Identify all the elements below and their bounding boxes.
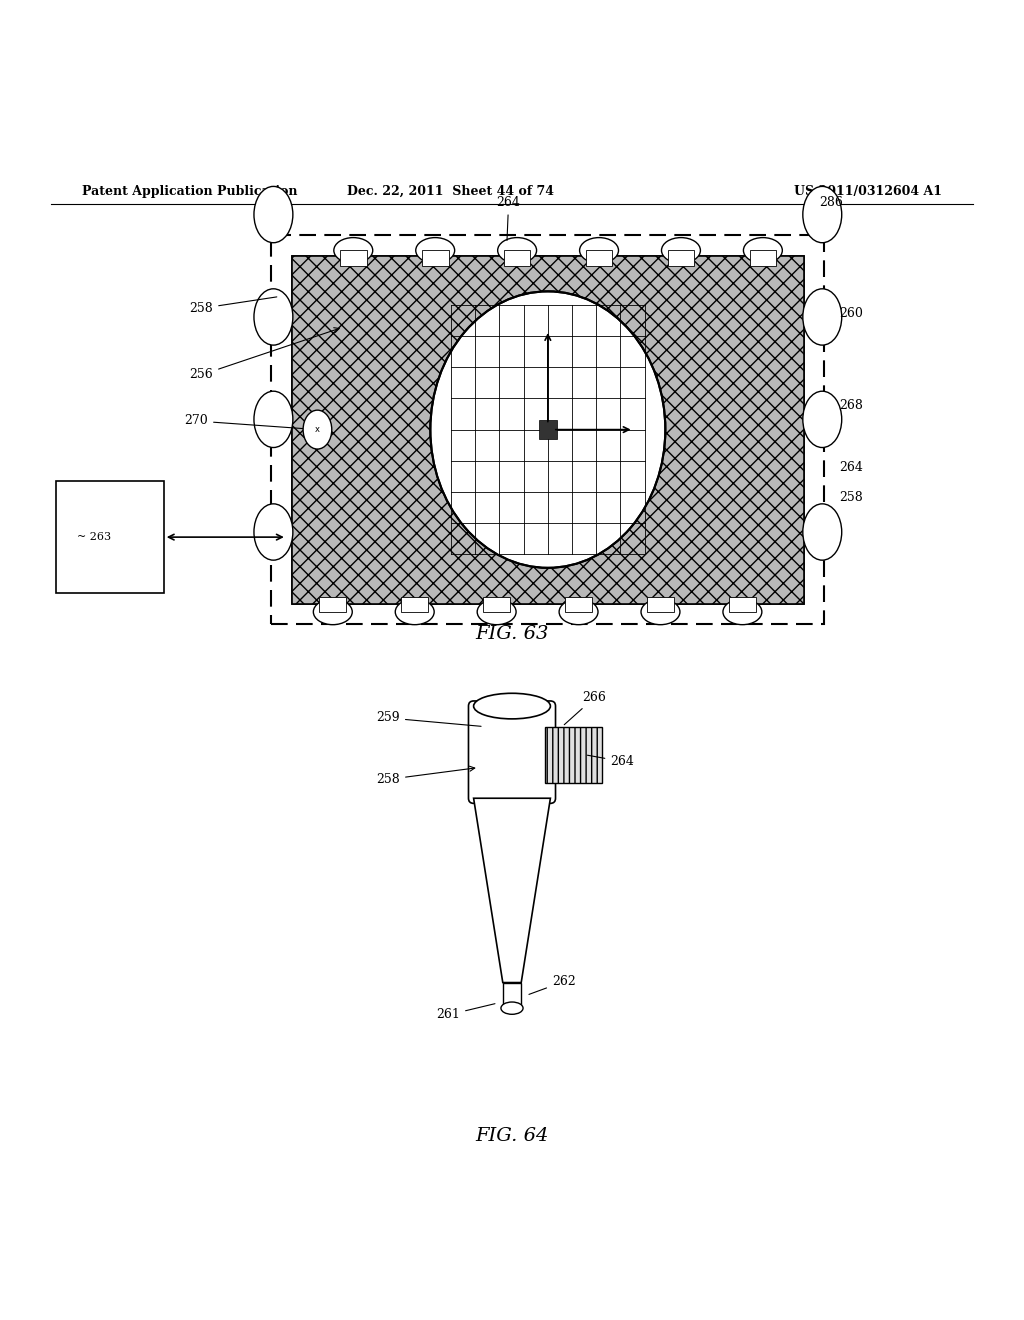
Text: 270: 270 — [184, 414, 314, 429]
Ellipse shape — [662, 238, 700, 263]
Text: 286: 286 — [819, 197, 843, 210]
Text: 264: 264 — [497, 197, 520, 240]
Text: 264: 264 — [588, 755, 634, 768]
Ellipse shape — [254, 289, 293, 345]
Bar — [292, 256, 804, 603]
Text: 258: 258 — [840, 491, 863, 504]
Bar — [545, 726, 602, 783]
Text: 264: 264 — [840, 461, 863, 474]
Text: Dec. 22, 2011  Sheet 44 of 74: Dec. 22, 2011 Sheet 44 of 74 — [347, 185, 554, 198]
Ellipse shape — [723, 599, 762, 624]
Ellipse shape — [254, 391, 293, 447]
Bar — [483, 597, 510, 612]
Bar — [586, 251, 612, 265]
Ellipse shape — [803, 186, 842, 243]
FancyBboxPatch shape — [469, 701, 555, 804]
Bar — [319, 597, 346, 612]
Ellipse shape — [803, 289, 842, 345]
Bar — [668, 251, 694, 265]
Bar — [504, 251, 530, 265]
Ellipse shape — [303, 411, 332, 449]
Ellipse shape — [473, 693, 551, 719]
Text: 266: 266 — [564, 690, 606, 725]
Bar — [503, 982, 521, 1008]
Bar — [422, 251, 449, 265]
Ellipse shape — [559, 599, 598, 624]
Bar — [401, 597, 428, 612]
Text: 261: 261 — [436, 1003, 495, 1022]
Text: x: x — [315, 425, 319, 434]
Ellipse shape — [313, 599, 352, 624]
Polygon shape — [473, 799, 551, 982]
Ellipse shape — [803, 391, 842, 447]
Bar — [539, 420, 557, 438]
Text: 258: 258 — [189, 297, 276, 315]
Ellipse shape — [416, 238, 455, 263]
Ellipse shape — [430, 292, 666, 568]
Ellipse shape — [580, 238, 618, 263]
Ellipse shape — [743, 238, 782, 263]
Ellipse shape — [498, 238, 537, 263]
Ellipse shape — [501, 1002, 523, 1014]
Bar — [729, 597, 756, 612]
Text: 258: 258 — [377, 766, 475, 785]
Text: 260: 260 — [840, 308, 863, 319]
Text: FIG. 64: FIG. 64 — [475, 1127, 549, 1146]
Text: Patent Application Publication: Patent Application Publication — [82, 185, 297, 198]
Bar — [565, 597, 592, 612]
Bar — [750, 251, 776, 265]
Bar — [56, 480, 164, 594]
Bar — [340, 251, 367, 265]
Text: FIG. 63: FIG. 63 — [475, 626, 549, 643]
Text: ~ 263: ~ 263 — [77, 532, 111, 543]
Ellipse shape — [334, 238, 373, 263]
Bar — [647, 597, 674, 612]
Text: 262: 262 — [529, 975, 575, 994]
Ellipse shape — [803, 504, 842, 560]
Text: 256: 256 — [189, 327, 339, 381]
Ellipse shape — [254, 504, 293, 560]
Bar — [292, 256, 804, 603]
Ellipse shape — [641, 599, 680, 624]
Text: 268: 268 — [840, 399, 863, 412]
Text: US 2011/0312604 A1: US 2011/0312604 A1 — [794, 185, 942, 198]
Text: 259: 259 — [377, 711, 481, 726]
Ellipse shape — [254, 186, 293, 243]
Ellipse shape — [395, 599, 434, 624]
Ellipse shape — [477, 599, 516, 624]
